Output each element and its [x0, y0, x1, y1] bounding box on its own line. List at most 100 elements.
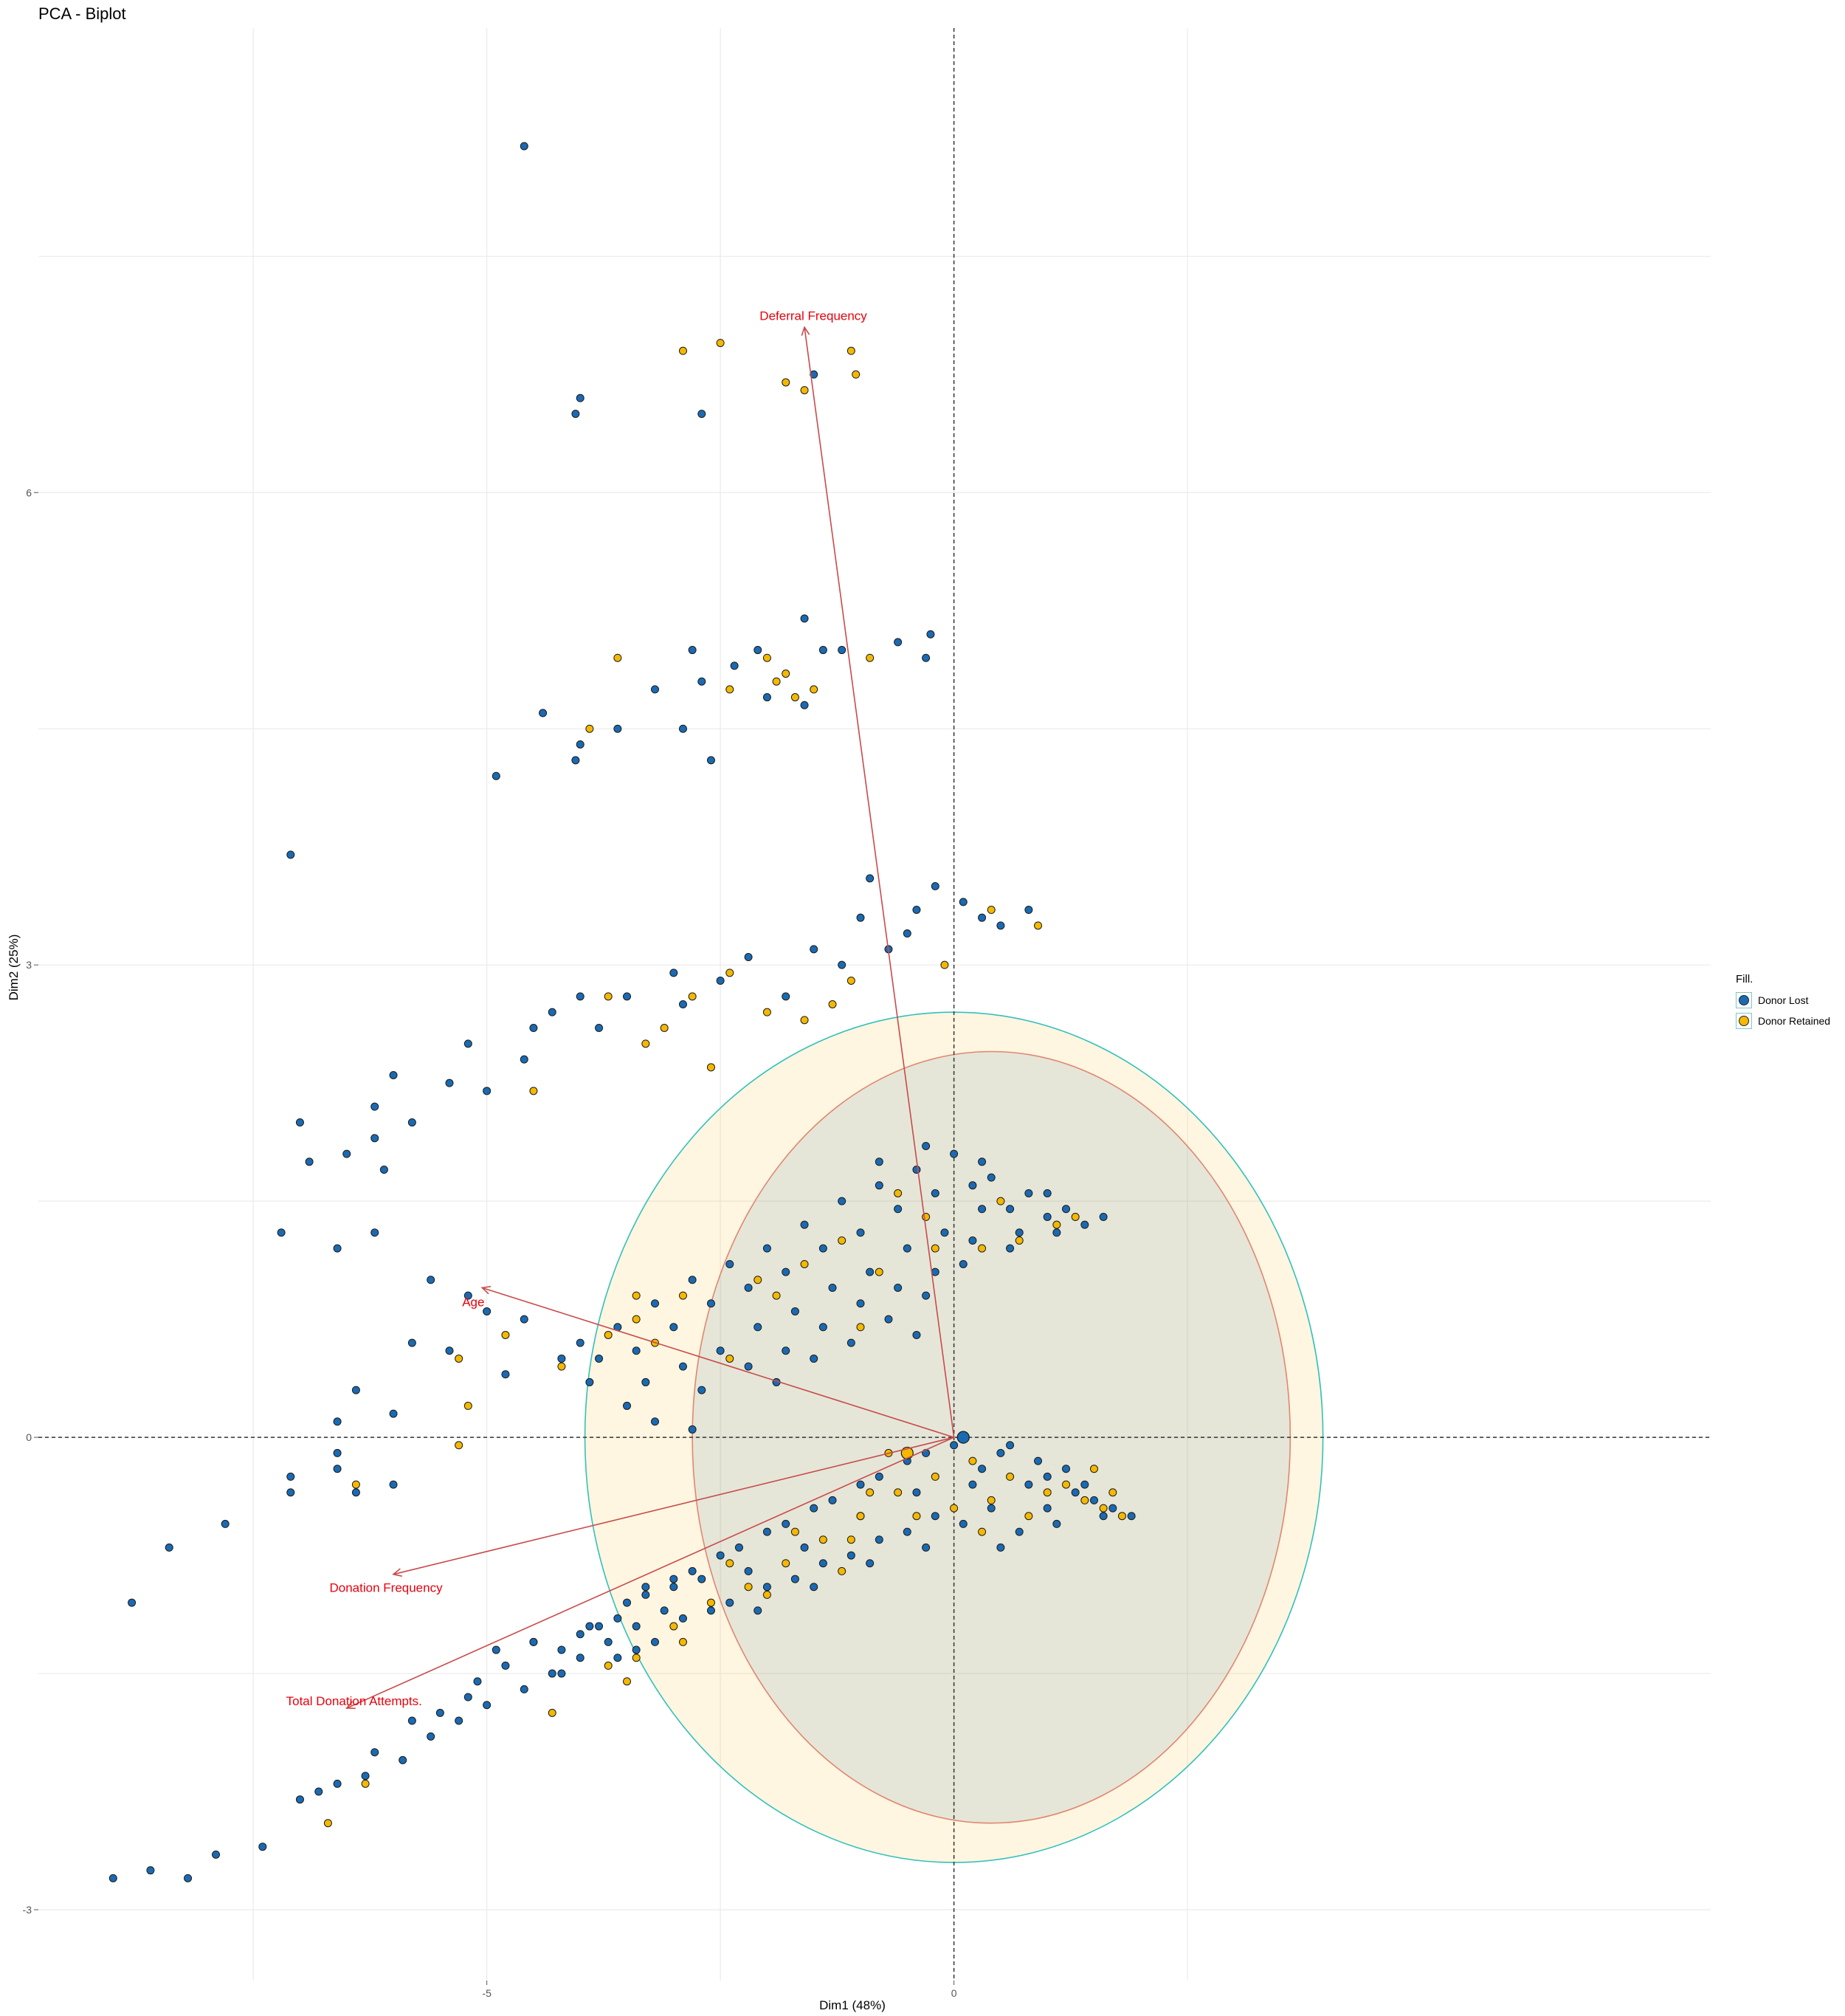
point-donor-retained: [772, 1291, 781, 1300]
point-donor-lost: [959, 1519, 968, 1528]
point-donor-lost: [651, 1417, 660, 1426]
point-donor-retained: [1108, 1488, 1117, 1497]
point-donor-lost: [810, 945, 818, 954]
point-donor-lost: [856, 913, 865, 922]
point-donor-lost: [903, 929, 911, 938]
point-donor-lost: [762, 693, 771, 702]
point-donor-retained: [632, 1291, 641, 1300]
point-donor-lost: [800, 614, 809, 623]
point-donor-lost: [753, 646, 762, 655]
point-donor-lost: [922, 1141, 931, 1150]
chart-title: PCA - Biplot: [38, 4, 126, 23]
point-donor-lost: [894, 1283, 903, 1292]
point-donor-lost: [1006, 1205, 1015, 1214]
point-donor-lost: [782, 1267, 790, 1276]
point-donor-retained: [604, 992, 613, 1001]
point-donor-retained: [557, 1362, 566, 1371]
point-donor-lost: [641, 1590, 650, 1599]
point-donor-retained: [1071, 1212, 1080, 1221]
point-donor-lost: [407, 1338, 416, 1347]
point-donor-lost: [800, 701, 809, 709]
point-donor-retained: [968, 1456, 977, 1465]
point-donor-lost: [576, 1630, 584, 1639]
point-donor-retained: [800, 386, 809, 395]
point-donor-lost: [361, 1772, 370, 1781]
point-donor-retained: [1099, 1504, 1108, 1513]
point-donor-lost: [810, 1504, 818, 1513]
point-donor-lost: [445, 1078, 454, 1087]
point-donor-retained: [660, 1023, 669, 1032]
point-donor-lost: [688, 1276, 697, 1284]
point-donor-lost: [996, 1543, 1005, 1552]
point-donor-retained: [790, 693, 799, 702]
point-donor-lost: [501, 1370, 510, 1379]
point-donor-lost: [875, 1535, 883, 1544]
point-donor-lost: [1043, 1212, 1052, 1221]
point-donor-retained: [529, 1087, 538, 1095]
point-donor-retained: [762, 1008, 771, 1016]
point-donor-retained: [725, 1559, 734, 1568]
point-donor-lost: [678, 724, 687, 733]
point-donor-retained: [996, 1197, 1005, 1205]
point-donor-lost: [389, 1409, 398, 1418]
point-donor-lost: [333, 1244, 342, 1253]
point-donor-lost: [922, 1543, 931, 1552]
point-donor-lost: [1108, 1504, 1117, 1513]
point-donor-lost: [716, 977, 725, 985]
point-donor-lost: [623, 992, 632, 1001]
grid: [38, 28, 1711, 1981]
point-donor-retained: [1089, 1465, 1098, 1473]
point-donor-lost: [762, 1583, 771, 1592]
point-donor-lost: [903, 1244, 911, 1253]
point-donor-lost: [539, 709, 548, 718]
legend-key: [1736, 1013, 1752, 1029]
point-donor-lost: [818, 1323, 827, 1332]
point-donor-retained: [987, 1496, 996, 1504]
point-donor-retained: [725, 685, 734, 694]
point-donor-lost: [445, 1346, 454, 1355]
point-donor-retained: [1043, 1488, 1052, 1497]
point-donor-lost: [725, 1598, 734, 1607]
point-donor-lost: [940, 1228, 949, 1237]
point-donor-lost: [978, 1465, 987, 1473]
point-donor-lost: [529, 1023, 538, 1032]
point-donor-lost: [669, 1583, 678, 1592]
point-donor-retained: [455, 1354, 463, 1363]
point-donor-retained: [846, 977, 855, 985]
point-donor-lost: [782, 992, 790, 1001]
point-donor-retained: [782, 378, 790, 387]
point-donor-lost: [435, 1708, 444, 1717]
point-donor-lost: [697, 677, 706, 686]
point-donor-lost: [529, 1637, 538, 1646]
point-donor-lost: [613, 1654, 622, 1662]
point-donor-retained: [846, 1535, 855, 1544]
point-donor-lost: [875, 1181, 883, 1190]
point-donor-retained: [753, 1276, 762, 1284]
point-donor-lost: [165, 1543, 173, 1552]
point-donor-retained: [762, 653, 771, 662]
legend-key: [1736, 992, 1752, 1008]
mean-point-donor-retained: [900, 1446, 914, 1460]
point-donor-lost: [333, 1417, 342, 1426]
point-donor-lost: [389, 1480, 398, 1489]
point-donor-retained: [1034, 921, 1043, 930]
point-donor-lost: [706, 1299, 715, 1308]
arrow-total-donation-attempts: [346, 1437, 954, 1709]
point-donor-retained: [790, 1527, 799, 1536]
point-donor-retained: [669, 1622, 678, 1631]
point-donor-lost: [623, 1598, 632, 1607]
point-donor-lost: [856, 1228, 865, 1237]
point-donor-retained: [613, 653, 622, 662]
point-donor-lost: [314, 1787, 323, 1796]
point-donor-lost: [828, 1496, 837, 1504]
point-donor-lost: [818, 1244, 827, 1253]
point-donor-lost: [576, 740, 584, 749]
point-donor-lost: [753, 1606, 762, 1615]
point-donor-lost: [894, 638, 903, 647]
point-donor-lost: [1080, 1220, 1089, 1229]
point-donor-lost: [838, 960, 846, 969]
point-donor-lost: [351, 1386, 360, 1394]
point-donor-lost: [370, 1134, 379, 1143]
point-donor-lost: [678, 1362, 687, 1371]
point-donor-lost: [399, 1755, 407, 1764]
